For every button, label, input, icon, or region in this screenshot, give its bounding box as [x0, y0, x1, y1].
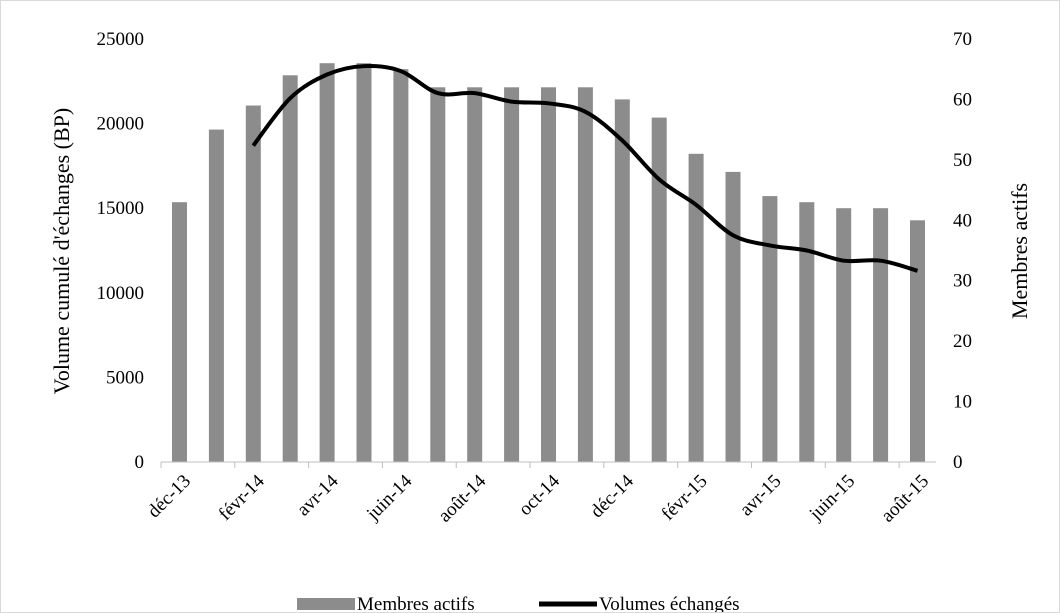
x-tick-label: oct-14 — [515, 470, 565, 520]
bar-mars-15 — [725, 171, 741, 462]
bars-layer — [172, 63, 925, 463]
bar-mars-14 — [282, 75, 298, 463]
bar-févr-15 — [688, 153, 704, 463]
x-tick-label: déc-13 — [144, 471, 195, 522]
x-tick-label: juin-15 — [805, 471, 859, 525]
y-right-tick-label: 20 — [953, 331, 972, 352]
bar-janv-15 — [651, 117, 667, 462]
bar-août-14 — [467, 87, 483, 463]
y-right-tick-label: 70 — [953, 29, 972, 50]
x-tick-label: avr-14 — [293, 470, 343, 520]
y-right-tick-label: 10 — [953, 392, 972, 413]
y-left-tick-label: 25000 — [97, 29, 145, 50]
y-left-tick-label: 20000 — [97, 114, 145, 135]
bar-juin-14 — [393, 69, 409, 462]
x-tick-label: févr-14 — [215, 470, 269, 524]
y-left-title: Volume cumulé d'échanges (BP) — [49, 108, 74, 394]
bar-juil-15 — [873, 208, 889, 462]
y-right-tick-label: 40 — [953, 210, 972, 231]
bar-nov-14 — [577, 87, 593, 463]
legend-swatch-membres-actifs — [297, 598, 355, 610]
bar-juil-14 — [430, 87, 446, 463]
x-tick-label: août-14 — [434, 470, 490, 526]
y-right-tick-label: 50 — [953, 150, 972, 171]
legend-label-membres-actifs: Membres actifs — [357, 594, 475, 612]
bar-sept-14 — [504, 87, 520, 463]
bar-déc-14 — [614, 99, 630, 463]
bar-août-15 — [910, 220, 925, 462]
x-tick-label: avr-15 — [736, 471, 786, 521]
legend: Membres actifs Volumes échangés — [297, 594, 740, 612]
x-tick-label: déc-14 — [586, 470, 638, 522]
y-right-tick-label: 60 — [953, 89, 972, 110]
line-layer — [251, 63, 919, 273]
y-right-tick-label: 0 — [953, 452, 963, 473]
bar-avr-14 — [319, 63, 335, 462]
x-tick-label: févr-15 — [658, 471, 712, 525]
x-tick-label: août-15 — [877, 471, 933, 527]
bar-avr-15 — [762, 196, 778, 462]
y-left-tick-label: 5000 — [106, 367, 144, 388]
x-tick-label: juin-14 — [362, 470, 417, 525]
bar-déc-13 — [172, 202, 187, 462]
bar-mai-15 — [799, 202, 815, 462]
y-right-title: Membres actifs — [1007, 183, 1032, 319]
y-left-tick-label: 15000 — [97, 198, 145, 219]
y-right-tick-label: 30 — [953, 271, 972, 292]
bar-févr-14 — [245, 105, 261, 462]
bar-oct-14 — [541, 87, 556, 463]
line-volumes-echanges — [251, 63, 919, 273]
bar-juin-15 — [836, 208, 852, 462]
legend-label-volumes-echanges: Volumes échangés — [599, 594, 740, 612]
y-left-tick-label: 0 — [135, 452, 145, 473]
bar-janv-14 — [208, 129, 224, 462]
y-left-tick-label: 10000 — [97, 283, 145, 304]
bar-mai-14 — [356, 63, 372, 462]
